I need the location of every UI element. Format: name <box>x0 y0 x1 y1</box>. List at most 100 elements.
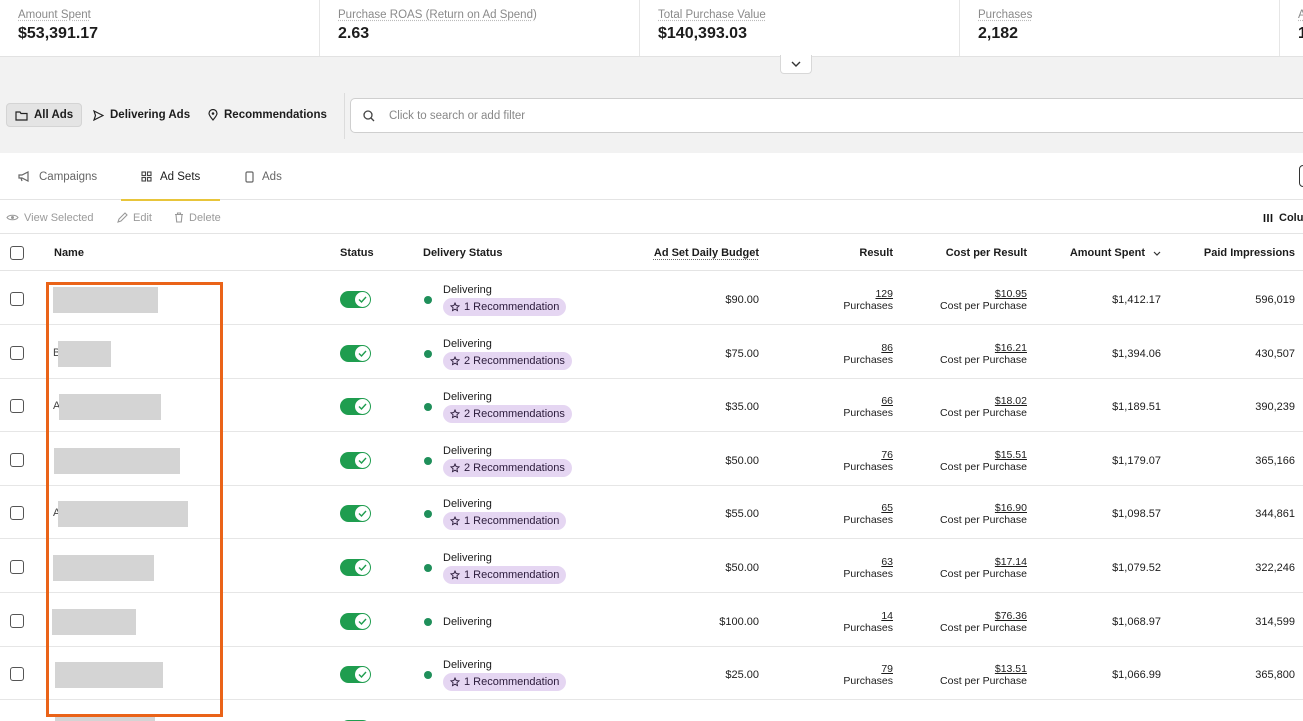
recommendation-badge[interactable]: 1 Recommendation <box>443 566 566 584</box>
status-toggle[interactable] <box>340 452 371 469</box>
column-cost-per-result[interactable]: Cost per Result <box>946 235 1027 271</box>
ad-set-name-redacted[interactable] <box>59 394 161 420</box>
toggle-knob <box>355 453 370 468</box>
result-link[interactable]: 129 <box>843 288 893 300</box>
row-checkbox[interactable] <box>10 453 24 467</box>
status-toggle[interactable] <box>340 505 371 522</box>
columns-button[interactable]: Colu <box>1263 201 1303 234</box>
delivering-dot <box>424 618 432 626</box>
cost-per-result-type: Cost per Purchase <box>940 300 1027 312</box>
result-link[interactable]: 86 <box>843 342 893 354</box>
view-tab-delivering-ads[interactable]: Delivering Ads <box>85 103 198 127</box>
status-toggle[interactable] <box>340 666 371 683</box>
tab-ad-sets[interactable]: Ad Sets <box>141 153 200 200</box>
metric-total-purchase-value[interactable]: Total Purchase Value $140,393.03 <box>640 0 960 56</box>
status-toggle[interactable] <box>340 398 371 415</box>
cost-per-result-link[interactable]: $16.90 <box>940 502 1027 514</box>
recommendation-badge[interactable]: 1 Recommendation <box>443 673 566 691</box>
view-tab-all-ads[interactable]: All Ads <box>6 103 82 127</box>
status-toggle[interactable] <box>340 345 371 362</box>
sort-chevron-down-icon <box>1153 251 1161 256</box>
edit-button[interactable]: Edit <box>117 201 152 234</box>
pencil-icon <box>117 212 128 223</box>
table-row[interactable]: Delivering 1 Recommendation $50.00 63 Pu… <box>0 540 1303 593</box>
megaphone-icon <box>18 171 31 182</box>
recommendation-badge[interactable]: 2 Recommendations <box>443 405 572 423</box>
tab-campaigns[interactable]: Campaigns <box>18 153 97 200</box>
table-row[interactable]: A Delivering 1 Recommendation $55.00 65 … <box>0 486 1303 539</box>
row-checkbox[interactable] <box>10 506 24 520</box>
row-checkbox[interactable] <box>10 614 24 628</box>
table-row[interactable]: Delivering $100.00 14 Purchases $76.36 C… <box>0 594 1303 647</box>
column-amount-spent[interactable]: Amount Spent <box>1070 235 1161 271</box>
table-row[interactable]: Delivering 1 Recommendation $25.00 79 Pu… <box>0 647 1303 700</box>
result-link[interactable]: 79 <box>843 663 893 675</box>
daily-budget: $50.00 <box>725 562 759 574</box>
check-icon <box>358 564 367 571</box>
row-checkbox[interactable] <box>10 667 24 681</box>
result-link[interactable]: 76 <box>843 449 893 461</box>
search-bar[interactable] <box>350 98 1303 133</box>
ad-set-name-redacted[interactable] <box>54 448 180 474</box>
cost-per-result-type: Cost per Purchase <box>940 354 1027 366</box>
recommendation-badge[interactable]: 1 Recommendation <box>443 298 566 316</box>
ad-set-name-redacted[interactable] <box>58 341 111 367</box>
ad-set-name-redacted[interactable] <box>55 662 163 688</box>
cost-per-result-link[interactable]: $18.02 <box>940 395 1027 407</box>
cost-per-result-link[interactable]: $10.95 <box>940 288 1027 300</box>
table-row[interactable]: Delivering 2 Recommendations $50.00 76 P… <box>0 433 1303 486</box>
status-toggle[interactable] <box>340 613 371 630</box>
result-link[interactable]: 65 <box>843 502 893 514</box>
table-row[interactable]: Delivering 1 Recommendation $90.00 129 P… <box>0 272 1303 325</box>
result-link[interactable]: 66 <box>843 395 893 407</box>
cost-per-result-link[interactable]: $16.21 <box>940 342 1027 354</box>
delivery-text: Delivering <box>443 552 492 564</box>
metric-amount-spent[interactable]: Amount Spent $53,391.17 <box>0 0 320 56</box>
select-all-checkbox[interactable] <box>10 246 24 260</box>
row-checkbox[interactable] <box>10 399 24 413</box>
ad-set-name-redacted[interactable] <box>58 501 188 527</box>
column-delivery-status[interactable]: Delivery Status <box>423 235 502 271</box>
recommendation-badge[interactable]: 2 Recommendations <box>443 459 572 477</box>
edge-button[interactable] <box>1299 165 1303 187</box>
column-status[interactable]: Status <box>340 235 374 271</box>
status-toggle[interactable] <box>340 291 371 308</box>
table-row[interactable]: Not Delivering <box>0 701 1303 721</box>
column-paid-impressions[interactable]: Paid Impressions <box>1204 235 1295 271</box>
status-toggle[interactable] <box>340 559 371 576</box>
search-input[interactable] <box>389 110 989 122</box>
result-link[interactable]: 14 <box>843 610 893 622</box>
daily-budget: $55.00 <box>725 508 759 520</box>
table-row[interactable]: A Delivering 2 Recommendations $35.00 66… <box>0 379 1303 432</box>
row-checkbox[interactable] <box>10 346 24 360</box>
delete-button[interactable]: Delete <box>174 201 221 234</box>
view-selected-button[interactable]: View Selected <box>6 201 94 234</box>
cost-per-result-link[interactable]: $15.51 <box>940 449 1027 461</box>
column-daily-budget[interactable]: Ad Set Daily Budget <box>654 235 759 271</box>
cost-per-result-link[interactable]: $76.36 <box>940 610 1027 622</box>
ad-set-name-redacted[interactable] <box>53 287 158 313</box>
column-label: Ad Set Daily Budget <box>654 247 759 259</box>
ad-set-name-redacted[interactable] <box>52 609 136 635</box>
result-type: Purchases <box>843 300 893 312</box>
table-row[interactable]: B Delivering 2 Recommendations $75.00 86… <box>0 326 1303 379</box>
column-result[interactable]: Result <box>859 235 893 271</box>
metric-partial[interactable]: A 1 <box>1280 0 1303 56</box>
recommendation-badge[interactable]: 1 Recommendation <box>443 512 566 530</box>
view-tab-recommendations[interactable]: Recommendations <box>200 103 335 127</box>
expand-metrics-button[interactable] <box>780 55 812 74</box>
metric-value: $140,393.03 <box>658 25 959 43</box>
tab-ads[interactable]: Ads <box>245 153 282 200</box>
result-link[interactable]: 63 <box>843 556 893 568</box>
recommendation-badge[interactable]: 2 Recommendations <box>443 352 572 370</box>
daily-budget: $50.00 <box>725 455 759 467</box>
metric-purchases[interactable]: Purchases 2,182 <box>960 0 1280 56</box>
column-name[interactable]: Name <box>54 235 84 271</box>
cost-per-result-link[interactable]: $17.14 <box>940 556 1027 568</box>
row-checkbox[interactable] <box>10 560 24 574</box>
ad-set-name-redacted[interactable] <box>55 716 155 721</box>
row-checkbox[interactable] <box>10 292 24 306</box>
metric-purchase-roas[interactable]: Purchase ROAS (Return on Ad Spend) 2.63 <box>320 0 640 56</box>
ad-set-name-redacted[interactable] <box>53 555 154 581</box>
cost-per-result-link[interactable]: $13.51 <box>940 663 1027 675</box>
